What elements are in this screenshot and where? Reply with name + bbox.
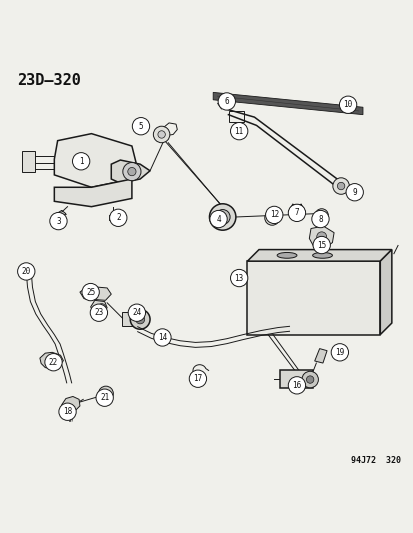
Polygon shape: [62, 397, 80, 411]
Circle shape: [330, 344, 348, 361]
Circle shape: [264, 211, 279, 225]
Text: 16: 16: [292, 381, 301, 390]
Circle shape: [45, 353, 62, 371]
Text: 23D–320: 23D–320: [17, 74, 81, 88]
Text: 1: 1: [78, 157, 83, 166]
Text: 6: 6: [224, 97, 228, 106]
Circle shape: [59, 403, 76, 421]
Circle shape: [189, 370, 206, 387]
Text: 25: 25: [86, 288, 95, 296]
Circle shape: [209, 204, 235, 230]
Circle shape: [287, 204, 305, 222]
Circle shape: [153, 329, 171, 346]
Text: 94J72  320: 94J72 320: [350, 456, 400, 465]
Circle shape: [153, 126, 169, 143]
Text: 17: 17: [193, 374, 202, 383]
Bar: [280, 370, 313, 388]
Text: 14: 14: [157, 333, 167, 342]
Text: 12: 12: [269, 211, 278, 220]
Circle shape: [219, 214, 225, 220]
Polygon shape: [54, 179, 132, 207]
Circle shape: [97, 304, 106, 312]
Polygon shape: [54, 134, 136, 187]
Circle shape: [339, 96, 356, 114]
Text: 5: 5: [138, 122, 143, 131]
Polygon shape: [380, 249, 391, 335]
Text: 10: 10: [343, 100, 352, 109]
Bar: [22, 151, 35, 172]
Text: 20: 20: [21, 267, 31, 276]
Circle shape: [128, 304, 145, 321]
Circle shape: [82, 284, 99, 301]
Polygon shape: [40, 352, 63, 369]
Circle shape: [18, 263, 35, 280]
Circle shape: [312, 236, 330, 254]
Circle shape: [301, 372, 318, 388]
Text: 11: 11: [234, 127, 243, 136]
Text: 24: 24: [132, 308, 141, 317]
Circle shape: [306, 376, 313, 383]
Polygon shape: [247, 249, 391, 261]
Circle shape: [218, 93, 235, 110]
Text: 18: 18: [63, 407, 72, 416]
Circle shape: [91, 290, 98, 297]
Circle shape: [157, 131, 165, 138]
Circle shape: [123, 163, 141, 181]
Circle shape: [209, 211, 227, 228]
Polygon shape: [314, 349, 326, 363]
Circle shape: [109, 209, 127, 227]
Text: 7: 7: [294, 208, 299, 217]
Circle shape: [50, 213, 67, 230]
Polygon shape: [309, 226, 333, 247]
Text: 2: 2: [116, 213, 120, 222]
Bar: [109, 215, 117, 220]
Circle shape: [345, 183, 363, 201]
Circle shape: [337, 182, 344, 190]
Circle shape: [46, 356, 56, 366]
Polygon shape: [80, 286, 111, 300]
Circle shape: [72, 152, 90, 170]
Text: 9: 9: [351, 188, 356, 197]
Text: 13: 13: [234, 273, 243, 282]
Circle shape: [268, 214, 275, 221]
Circle shape: [132, 118, 149, 135]
Polygon shape: [213, 92, 362, 115]
Text: 23: 23: [94, 308, 103, 317]
Circle shape: [130, 310, 150, 329]
Bar: [229, 111, 244, 122]
Text: 15: 15: [316, 240, 325, 249]
Bar: [122, 312, 140, 326]
Text: 22: 22: [49, 358, 58, 367]
Text: 3: 3: [56, 216, 61, 225]
Text: 8: 8: [317, 215, 322, 223]
Text: 4: 4: [216, 215, 220, 223]
Circle shape: [265, 206, 282, 223]
Ellipse shape: [312, 253, 332, 259]
Circle shape: [215, 209, 230, 224]
Text: 19: 19: [335, 348, 344, 357]
Circle shape: [314, 209, 328, 222]
Circle shape: [311, 211, 328, 228]
Circle shape: [316, 232, 326, 242]
Circle shape: [135, 315, 145, 324]
Circle shape: [102, 390, 109, 397]
Circle shape: [98, 386, 113, 401]
Circle shape: [292, 207, 300, 215]
Circle shape: [90, 304, 107, 321]
Ellipse shape: [276, 253, 296, 259]
Circle shape: [230, 123, 247, 140]
Circle shape: [287, 377, 305, 394]
Circle shape: [128, 167, 136, 176]
Circle shape: [318, 213, 324, 218]
Circle shape: [230, 269, 247, 287]
Circle shape: [332, 178, 349, 195]
Polygon shape: [111, 160, 150, 183]
Bar: [247, 261, 380, 335]
Text: 21: 21: [100, 393, 109, 402]
Polygon shape: [90, 300, 107, 313]
Circle shape: [96, 389, 113, 406]
Polygon shape: [55, 211, 66, 217]
